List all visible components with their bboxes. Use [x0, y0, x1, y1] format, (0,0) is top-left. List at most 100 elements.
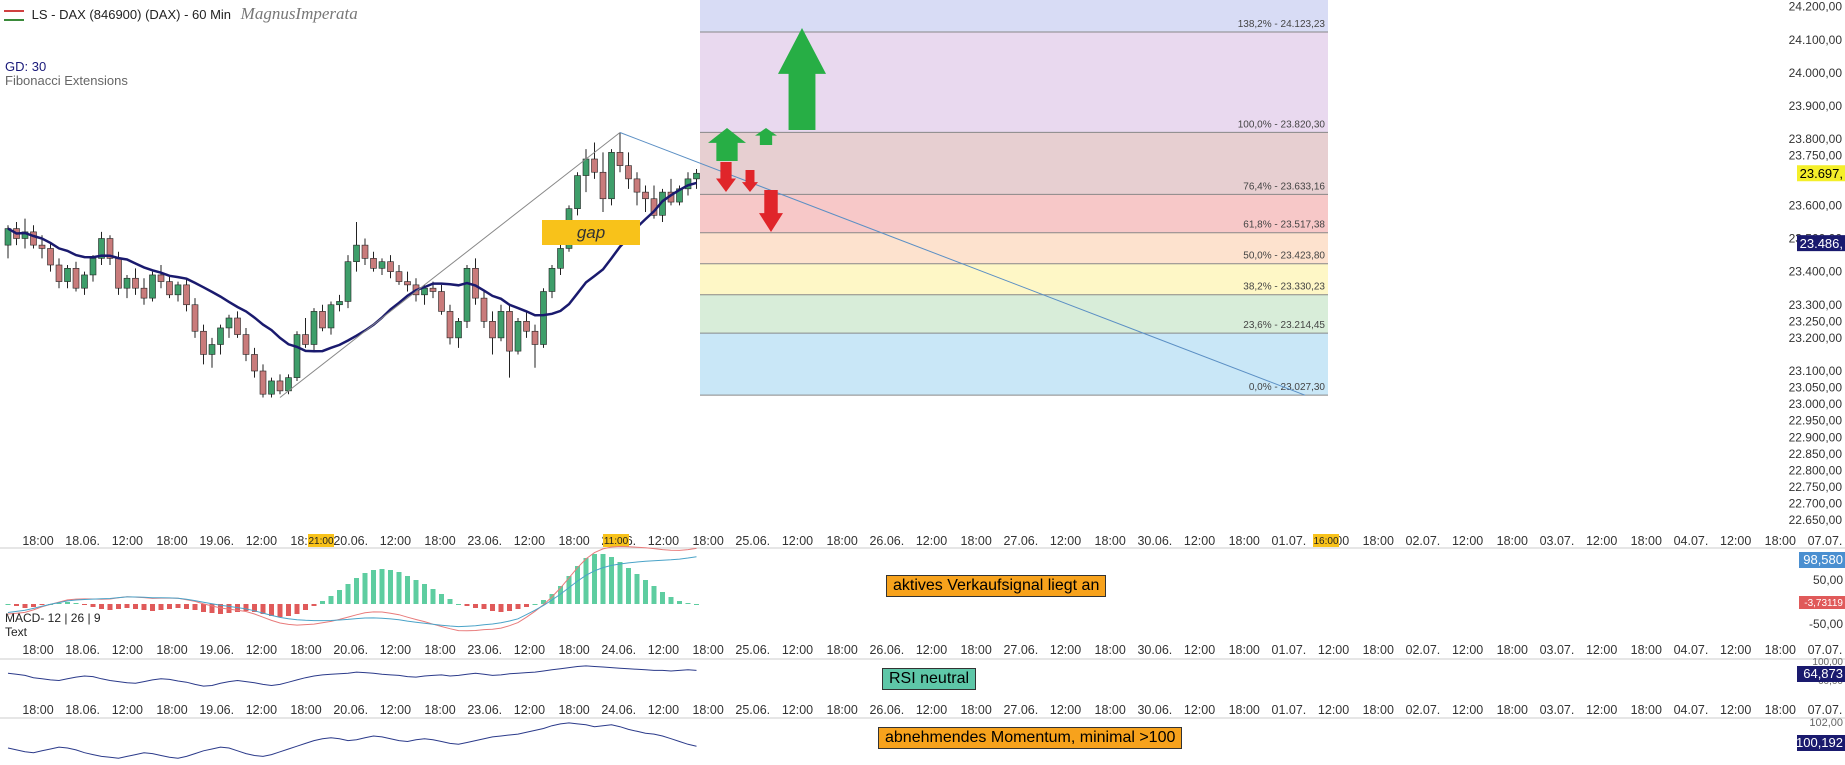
time-marker-label: 21:00	[308, 536, 333, 547]
price-tick-label: 23.400,00	[1789, 265, 1843, 279]
macd-bar	[107, 604, 113, 610]
candle-body	[55, 264, 63, 282]
fib-level-label: 138,2% - 24.123,23	[1238, 19, 1326, 30]
candle-body	[98, 238, 105, 259]
time-axis-label: 18:00	[1363, 643, 1394, 657]
time-axis-label: 18.06.	[65, 534, 100, 548]
macd-bar	[575, 566, 580, 604]
macd-bar	[600, 554, 606, 604]
ma-price-label: 23.486,	[1800, 236, 1843, 251]
price-tick-label: 23.600,00	[1789, 198, 1843, 212]
fib-zone	[700, 294, 1328, 334]
time-axis-label: 30.06.	[1137, 643, 1172, 657]
rsi-tick-label: 100,00	[1812, 657, 1843, 668]
price-tick-label: 22.950,00	[1789, 414, 1843, 428]
macd-bar	[252, 604, 257, 612]
candle-body	[217, 327, 224, 345]
candle-body	[625, 165, 632, 180]
arrow-down-icon	[759, 190, 783, 232]
time-axis-label: 26.06.	[869, 643, 904, 657]
macd-bar	[184, 604, 189, 609]
macd-bar	[668, 597, 674, 604]
macd-bar	[209, 604, 215, 613]
time-axis-label: 02.07.	[1406, 703, 1441, 717]
candle-body	[472, 268, 479, 299]
macd-label: MACD- 12 | 26 | 9	[5, 611, 101, 625]
candle-body	[259, 370, 267, 395]
arrow-up-icon	[778, 28, 826, 130]
macd-bar	[286, 604, 291, 616]
fib-level-label: 0,0% - 23.027,30	[1249, 382, 1326, 393]
time-axis-label: 04.07.	[1674, 643, 1709, 657]
macd-bar	[609, 557, 614, 604]
candle-body	[4, 228, 12, 246]
momentum-note: abnehmendes Momentum, minimal >100	[878, 727, 1183, 749]
macd-bar	[430, 589, 436, 604]
candle-body	[310, 311, 318, 345]
candle-body	[89, 258, 97, 276]
time-axis-label: 12:00	[1586, 643, 1617, 657]
time-axis-label: 18:00	[1497, 703, 1528, 717]
price-tick-label: 23.050,00	[1789, 381, 1843, 395]
time-axis-label: 12:00	[1050, 534, 1081, 548]
macd-bar	[328, 596, 334, 604]
last-price-box	[1797, 165, 1845, 182]
macd-bar	[14, 604, 19, 606]
time-axis-label: 12:00	[1184, 643, 1215, 657]
macd-tick-label: 50,00	[1813, 573, 1843, 587]
time-axis-label: 18:00	[1497, 643, 1528, 657]
candle-body	[540, 291, 547, 345]
time-axis-label: 12:00	[782, 703, 813, 717]
time-axis-label: 07.07.	[1808, 703, 1843, 717]
time-axis-label: 25.06.	[735, 643, 770, 657]
time-axis-label: 18:00	[156, 703, 187, 717]
macd-bar	[677, 601, 682, 604]
time-axis-label: 26.06.	[869, 534, 904, 548]
candle-body	[616, 152, 624, 166]
time-axis-label: 12:00	[112, 643, 143, 657]
candle-body	[361, 244, 369, 259]
time-axis-label: 18:00	[1095, 703, 1126, 717]
candle-body	[157, 274, 165, 282]
time-axis-label: 18:00	[1765, 534, 1796, 548]
text-label: Text	[5, 625, 28, 639]
last-price-label: 23.697,	[1800, 166, 1843, 181]
price-tick-label: 23.100,00	[1789, 364, 1843, 378]
time-axis-label: 12:00	[648, 534, 679, 548]
macd-bar	[56, 603, 62, 604]
price-tick-label: 22.750,00	[1789, 480, 1843, 494]
time-axis-label: 18:00	[22, 703, 53, 717]
macd-bar	[192, 604, 198, 610]
macd-value-box	[1799, 552, 1845, 568]
macd-bar	[566, 576, 572, 604]
candle-body	[242, 334, 250, 355]
fib-anchor-line	[279, 132, 621, 398]
time-axis-label: 18:00	[961, 703, 992, 717]
time-axis-label: 04.07.	[1674, 703, 1709, 717]
candle-body	[132, 277, 139, 289]
candle-body	[395, 271, 403, 282]
time-axis-label: 12:00	[1318, 643, 1349, 657]
candle-body	[353, 244, 360, 262]
macd-bar	[158, 604, 164, 610]
time-axis-label: 12:00	[380, 703, 411, 717]
time-axis-label: 12:00	[514, 643, 545, 657]
time-marker-box	[308, 534, 334, 547]
time-axis-label: 30.06.	[1137, 703, 1172, 717]
time-axis-label: 12:00	[916, 643, 947, 657]
macd-bar	[515, 604, 521, 609]
momentum-value-box	[1797, 735, 1845, 751]
macd-bar	[685, 603, 691, 604]
candle-body	[47, 248, 54, 266]
candle-body	[438, 291, 445, 312]
macd-bar	[498, 604, 504, 612]
time-axis-label: 20.06.	[333, 534, 368, 548]
fib-level-label: 100,0% - 23.820,30	[1238, 119, 1326, 130]
time-axis-label: 12:00	[380, 643, 411, 657]
time-axis-label: 19.06.	[199, 643, 234, 657]
macd-bar	[226, 604, 232, 613]
candle-body	[574, 175, 581, 209]
time-axis-label: 30.06.	[1137, 534, 1172, 548]
sell-signal-note: aktives Verkaufsignal liegt an	[886, 575, 1107, 597]
